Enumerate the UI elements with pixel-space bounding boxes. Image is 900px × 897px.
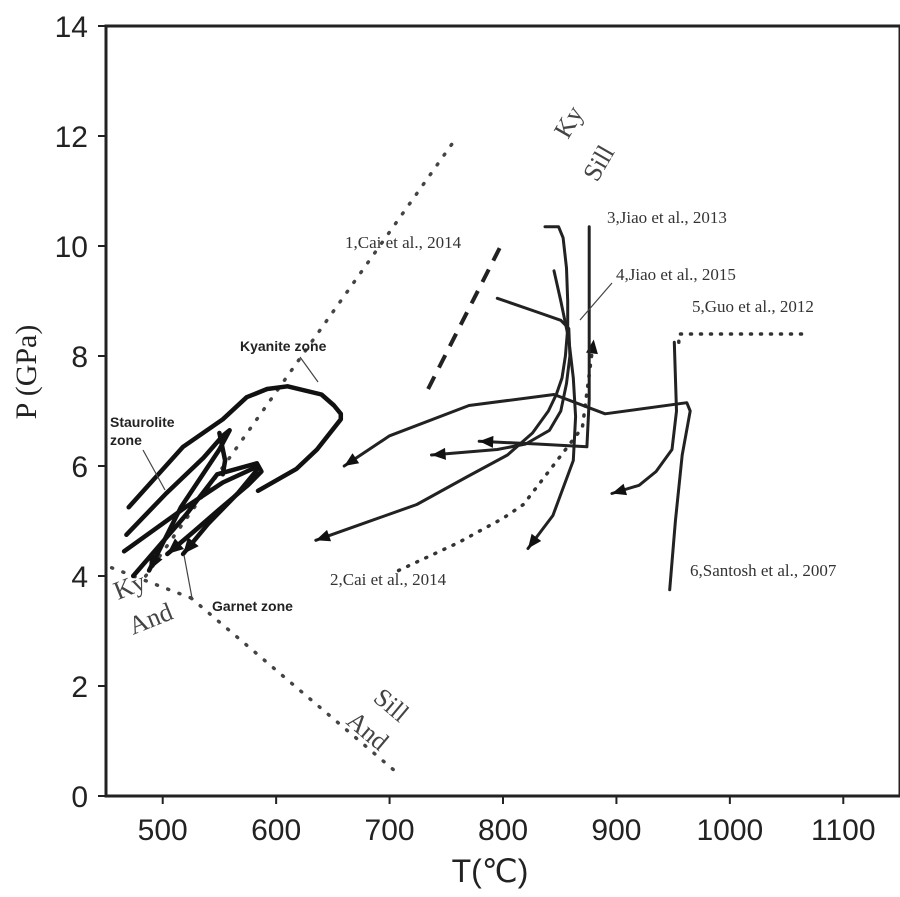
reaction-label: Ky — [548, 101, 589, 143]
leader-line — [183, 554, 193, 599]
series-label: 2,Cai et al., 2014 — [330, 570, 447, 589]
reaction-label: Ky — [109, 567, 149, 606]
ptt-path — [217, 430, 228, 477]
y-tick-label: 10 — [55, 231, 88, 264]
zone-label: Staurolite — [110, 414, 175, 430]
ptt-path — [610, 340, 678, 495]
series-label: 5,Guo et al., 2012 — [692, 297, 814, 316]
arrow-head — [344, 453, 360, 466]
ptt-path — [426, 245, 503, 390]
x-axis: 500 600 700 800 900 1000 1100 — [138, 796, 876, 847]
ptt-path — [677, 332, 812, 345]
y-tick-label: 4 — [71, 561, 88, 594]
ptt-path — [124, 428, 232, 573]
arrow-head — [527, 533, 542, 549]
reaction-label: Sill — [577, 140, 620, 186]
reaction-line — [109, 566, 193, 600]
plot-frame — [104, 24, 900, 798]
arrow-head — [183, 537, 199, 554]
series-label: 3,Jiao et al., 2013 — [607, 208, 727, 227]
arrow-head — [315, 529, 332, 542]
reaction-label: And — [124, 597, 176, 641]
leader-line — [579, 282, 613, 321]
arrow-head — [431, 447, 446, 460]
leader-line — [299, 356, 319, 383]
ptt-path — [342, 393, 692, 592]
arrow-head — [167, 538, 184, 554]
ptt-path — [396, 337, 596, 573]
x-tick-label: 1100 — [811, 814, 876, 847]
arrow-head — [479, 435, 494, 448]
reaction-line — [143, 134, 460, 578]
series-label: 6,Santosh et al., 2007 — [690, 561, 837, 580]
x-axis-title: T(℃) — [452, 853, 529, 889]
y-tick-label: 6 — [71, 451, 88, 484]
x-tick-label: 1000 — [696, 814, 763, 847]
x-tick-label: 600 — [251, 814, 301, 847]
ptt-path — [314, 225, 570, 542]
ptt-path — [126, 384, 344, 510]
y-tick-label: 0 — [71, 781, 88, 814]
y-axis-title: P (GPa) — [10, 325, 43, 420]
annotations: 1,Cai et al., 2014 2,Cai et al., 2014 3,Ji… — [109, 101, 836, 756]
y-tick-label: 12 — [55, 121, 88, 154]
ptt-path — [130, 461, 264, 579]
y-tick-label: 14 — [55, 11, 88, 44]
x-tick-label: 700 — [365, 814, 415, 847]
series-label: 1,Cai et al., 2014 — [345, 233, 462, 252]
ptt-paths — [121, 225, 812, 592]
arrow-head — [149, 553, 163, 571]
zone-label: Kyanite zone — [240, 338, 327, 354]
x-tick-label: 900 — [591, 814, 641, 847]
y-tick-label: 8 — [71, 341, 88, 374]
ptt-path — [430, 296, 572, 457]
arrow-head — [611, 483, 628, 496]
reaction-lines — [109, 134, 460, 773]
reaction-line — [189, 596, 397, 773]
zone-label: Garnet zone — [212, 598, 293, 614]
series-label: 4,Jiao et al., 2015 — [616, 265, 736, 284]
y-axis: 0 2 4 6 8 10 12 14 — [55, 11, 106, 814]
ptt-path — [526, 269, 578, 550]
zone-label: zone — [110, 432, 142, 448]
x-tick-label: 500 — [138, 814, 188, 847]
x-tick-label: 800 — [478, 814, 528, 847]
y-tick-label: 2 — [71, 671, 88, 704]
leader-line — [142, 449, 166, 491]
